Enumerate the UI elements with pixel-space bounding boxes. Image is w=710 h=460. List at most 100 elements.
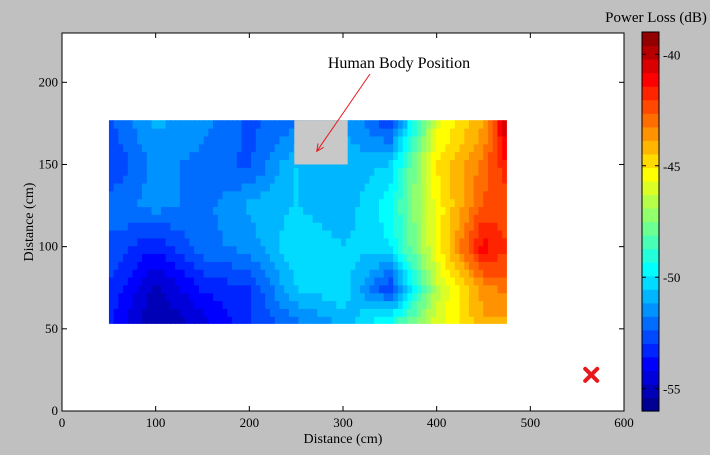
heatmap-cell: [426, 167, 432, 176]
heatmap-cell: [497, 300, 503, 309]
heatmap-cell: [336, 237, 342, 247]
heatmap-cell: [393, 284, 399, 294]
heatmap-cell: [217, 167, 224, 176]
heatmap-cell: [137, 292, 143, 302]
heatmap-cell: [326, 261, 333, 270]
heatmap-cell: [421, 143, 428, 153]
heatmap-cell: [123, 120, 129, 129]
heatmap-cell: [284, 245, 290, 255]
heatmap-cell: [369, 222, 375, 231]
heatmap-cell: [255, 229, 262, 239]
heatmap-cell: [179, 222, 186, 231]
heatmap-cell: [170, 276, 176, 286]
heatmap-cell: [165, 120, 172, 129]
heatmap-cell: [241, 159, 247, 168]
heatmap-cell: [156, 308, 162, 317]
heatmap-cell: [378, 292, 385, 302]
heatmap-cell: [118, 174, 124, 184]
heatmap-cell: [179, 269, 186, 278]
heatmap-cell: [303, 292, 309, 302]
heatmap-cell: [478, 261, 484, 270]
heatmap-cell: [426, 316, 432, 324]
heatmap-cell: [123, 174, 129, 184]
heatmap-cell: [483, 127, 489, 137]
heatmap-cell: [483, 120, 489, 129]
heatmap-cell: [388, 167, 394, 176]
heatmap-cell: [118, 167, 124, 176]
heatmap-cell: [360, 159, 366, 168]
heatmap-cell: [492, 120, 499, 129]
heatmap-cell: [208, 143, 214, 153]
heatmap-cell: [331, 245, 338, 255]
heatmap-cell: [331, 308, 338, 317]
heatmap-cell: [492, 284, 499, 294]
heatmap-cell: [336, 174, 342, 184]
heatmap-cell: [383, 135, 390, 145]
heatmap-cell: [108, 167, 115, 176]
heatmap-cell: [160, 245, 167, 255]
heatmap-cell: [118, 120, 124, 129]
heatmap-cell: [393, 237, 399, 247]
heatmap-cell: [279, 229, 285, 239]
heatmap-cell: [412, 151, 418, 160]
colorbar-band: [642, 262, 659, 277]
heatmap-cell: [113, 182, 120, 192]
heatmap-cell: [246, 245, 252, 255]
heatmap-cell: [217, 182, 224, 192]
heatmap-cell: [326, 229, 333, 239]
heatmap-cell: [123, 245, 129, 255]
heatmap-cell: [469, 276, 475, 286]
heatmap-cell: [454, 214, 461, 223]
heatmap-cell: [303, 237, 309, 247]
heatmap-cell: [146, 261, 153, 270]
heatmap-cell: [307, 222, 314, 231]
heatmap-cell: [407, 245, 413, 255]
heatmap-cell: [469, 182, 475, 192]
heatmap-cell: [274, 135, 281, 145]
heatmap-cell: [483, 143, 489, 153]
heatmap-cell: [412, 308, 418, 317]
heatmap-cell: [146, 300, 153, 309]
heatmap-cell: [184, 229, 191, 239]
heatmap-cell: [440, 214, 447, 223]
heatmap-cell: [232, 206, 238, 215]
heatmap-cell: [445, 159, 451, 168]
heatmap-cell: [236, 308, 243, 317]
heatmap-cell: [464, 316, 470, 324]
heatmap-cell: [279, 222, 285, 231]
heatmap-cell: [402, 143, 409, 153]
heatmap-cell: [151, 222, 157, 231]
heatmap-cell: [189, 245, 195, 255]
colorbar-band: [642, 343, 659, 358]
heatmap-cell: [440, 308, 447, 317]
heatmap-cell: [312, 198, 319, 208]
heatmap-cell: [208, 261, 214, 270]
heatmap-cell: [118, 190, 124, 200]
heatmap-cell: [284, 120, 290, 129]
heatmap-cell: [487, 167, 494, 176]
heatmap-cell: [402, 245, 409, 255]
heatmap-cell: [251, 143, 257, 153]
heatmap-cell: [189, 206, 195, 215]
heatmap-cell: [184, 269, 191, 278]
heatmap-cell: [312, 245, 319, 255]
heatmap-cell: [326, 245, 333, 255]
heatmap-cell: [397, 245, 404, 255]
heatmap-cell: [469, 143, 475, 153]
heatmap-cell: [118, 159, 124, 168]
heatmap-cell: [232, 253, 238, 262]
heatmap-cell: [450, 316, 456, 324]
heatmap-cell: [137, 308, 143, 317]
heatmap-cell: [127, 261, 134, 270]
heatmap-cell: [194, 253, 200, 262]
heatmap-cell: [478, 167, 484, 176]
heatmap-cell: [431, 174, 437, 184]
heatmap-cell: [260, 237, 266, 247]
heatmap-cell: [307, 198, 314, 208]
heatmap-cell: [322, 261, 328, 270]
heatmap-cell: [383, 308, 390, 317]
heatmap-cell: [317, 292, 323, 302]
heatmap-cell: [118, 237, 124, 247]
heatmap-cell: [108, 143, 115, 153]
heatmap-cell: [179, 159, 186, 168]
